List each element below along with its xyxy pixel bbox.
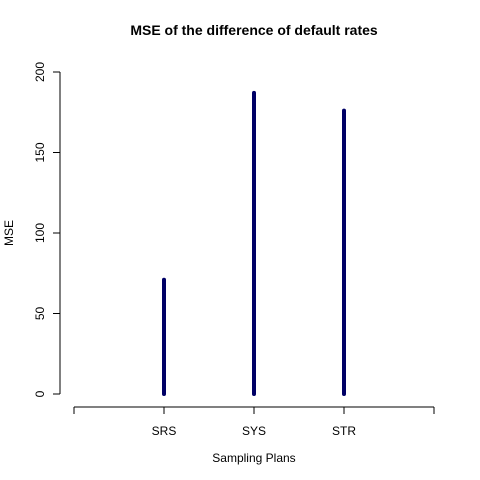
y-tick-label: 100 <box>33 223 47 243</box>
y-axis-label: MSE <box>2 220 16 246</box>
y-tick-label: 50 <box>33 307 47 321</box>
y-axis: 0 50 100 150 200 <box>33 62 61 397</box>
x-tick-label: SYS <box>242 424 266 438</box>
bars <box>162 90 346 396</box>
x-tick-label: SRS <box>152 424 177 438</box>
x-tick-label: STR <box>332 424 356 438</box>
x-axis-label: Sampling Plans <box>212 451 295 465</box>
y-tick-label: 200 <box>33 62 47 82</box>
y-tick-label: 0 <box>33 390 47 397</box>
y-tick-label: 150 <box>33 142 47 162</box>
x-axis: SRS SYS STR <box>73 406 435 438</box>
chart-title: MSE of the difference of default rates <box>130 22 378 38</box>
